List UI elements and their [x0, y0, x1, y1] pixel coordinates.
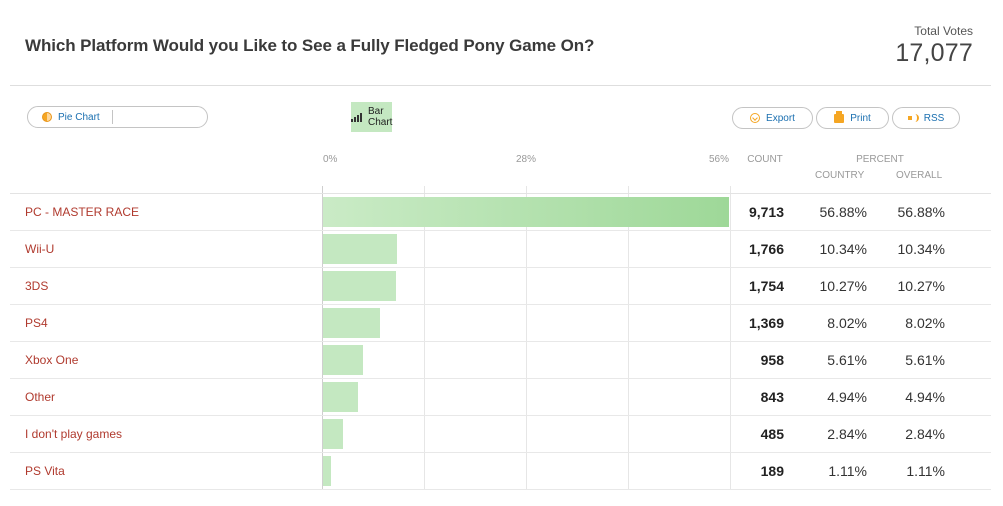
option-label[interactable]: Wii-U [25, 242, 55, 256]
bar-chart-label: Bar Chart [368, 106, 393, 128]
switch-divider [111, 110, 113, 124]
table-top-border [10, 193, 991, 194]
pie-chart-icon [42, 112, 52, 122]
row-divider [10, 267, 991, 268]
axis-tick-1: 28% [516, 154, 537, 165]
option-label[interactable]: PC - MASTER RACE [25, 205, 140, 219]
row-divider [10, 230, 991, 231]
export-button[interactable]: Export [732, 107, 813, 129]
option-percent-country: 8.02% [827, 315, 867, 331]
print-button[interactable]: Print [816, 107, 889, 129]
option-percent-country: 5.61% [827, 352, 867, 368]
option-percent-overall: 2.84% [905, 426, 945, 442]
overall-column-header: OVERALL [896, 170, 943, 181]
gridline-2 [526, 186, 527, 490]
country-column-header: COUNTRY [815, 170, 865, 181]
printer-icon [834, 110, 845, 123]
header-divider [10, 85, 991, 86]
axis-tick-2: 56% [709, 154, 730, 165]
chart-type-switch: Pie Chart Bar Chart [27, 102, 393, 132]
option-percent-overall: 10.34% [897, 241, 945, 257]
bar-7 [323, 456, 331, 486]
option-count: 1,369 [748, 315, 784, 331]
axis-tick-0: 0% [323, 154, 338, 165]
option-label[interactable]: Xbox One [25, 353, 79, 367]
option-label[interactable]: I don't play games [25, 427, 123, 441]
row-divider [10, 304, 991, 305]
row-divider [10, 452, 991, 453]
option-percent-country: 2.84% [827, 426, 867, 442]
option-percent-overall: 56.88% [897, 204, 945, 220]
bar-1 [323, 234, 397, 264]
rss-feed-icon [907, 114, 919, 122]
option-count: 189 [760, 463, 784, 479]
row-divider [10, 378, 991, 379]
bar-2 [323, 271, 396, 301]
bar-3 [323, 308, 380, 338]
bar-chart-icon [351, 112, 362, 122]
option-label[interactable]: Other [25, 390, 56, 404]
option-percent-overall: 8.02% [905, 315, 945, 331]
option-percent-overall: 1.11% [906, 463, 945, 479]
percent-column-header: PERCENT [856, 154, 904, 165]
pie-chart-button[interactable]: Pie Chart [42, 112, 100, 123]
option-label[interactable]: PS4 [25, 316, 48, 330]
option-label[interactable]: 3DS [25, 279, 49, 293]
export-label: Export [766, 112, 795, 124]
bar-6 [323, 419, 343, 449]
option-count: 958 [760, 352, 784, 368]
bar-5 [323, 382, 358, 412]
option-percent-overall: 10.27% [897, 278, 945, 294]
option-percent-overall: 5.61% [905, 352, 945, 368]
total-votes-value: 17,077 [895, 39, 973, 67]
option-count: 9,713 [748, 204, 784, 220]
rss-label: RSS [923, 112, 945, 124]
option-percent-country: 10.34% [819, 241, 867, 257]
gridline-0 [322, 186, 323, 490]
option-count: 843 [760, 389, 784, 405]
pie-chart-label: Pie Chart [58, 111, 100, 123]
option-percent-country: 1.11% [828, 463, 867, 479]
gridline-4 [730, 186, 731, 490]
option-count: 1,766 [748, 241, 784, 257]
option-percent-overall: 4.94% [905, 389, 945, 405]
row-divider [10, 415, 991, 416]
bar-0 [323, 197, 729, 227]
option-label[interactable]: PS Vita [25, 464, 65, 478]
rss-button[interactable]: RSS [892, 107, 960, 129]
row-divider [10, 489, 991, 490]
gridline-3 [628, 186, 629, 490]
total-votes-label: Total Votes [914, 24, 973, 38]
gridline-1 [424, 186, 425, 490]
count-column-header: COUNT [747, 154, 783, 165]
print-label: Print [850, 112, 871, 124]
page-title: Which Platform Would you Like to See a F… [25, 36, 595, 55]
row-divider [10, 341, 991, 342]
option-count: 1,754 [748, 278, 784, 294]
download-icon [750, 113, 761, 123]
option-count: 485 [760, 426, 784, 442]
option-percent-country: 10.27% [819, 278, 867, 294]
option-percent-country: 4.94% [827, 389, 867, 405]
option-percent-country: 56.88% [819, 204, 867, 220]
bar-4 [323, 345, 363, 375]
bar-chart-button[interactable]: Bar Chart [351, 102, 393, 132]
